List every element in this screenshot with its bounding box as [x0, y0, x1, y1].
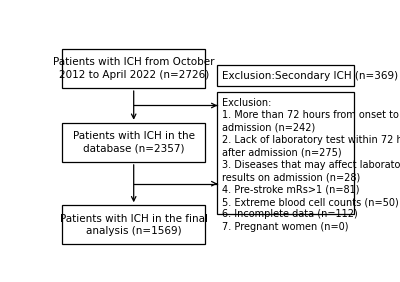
Text: Patients with ICH in the final
analysis (n=1569): Patients with ICH in the final analysis …: [60, 214, 208, 236]
Text: Patients with ICH from October
2012 to April 2022 (n=2726): Patients with ICH from October 2012 to A…: [53, 57, 214, 80]
Bar: [218, 65, 354, 86]
Bar: [62, 205, 205, 244]
Text: Exclusion:Secondary ICH (n=369): Exclusion:Secondary ICH (n=369): [222, 71, 398, 81]
Bar: [62, 123, 205, 162]
Bar: [62, 49, 205, 88]
Text: Exclusion:
1. More than 72 hours from onset to
admission (n=242)
2. Lack of labo: Exclusion: 1. More than 72 hours from on…: [222, 98, 400, 232]
Text: Patients with ICH in the
database (n=2357): Patients with ICH in the database (n=235…: [73, 131, 195, 154]
Bar: [218, 92, 354, 214]
